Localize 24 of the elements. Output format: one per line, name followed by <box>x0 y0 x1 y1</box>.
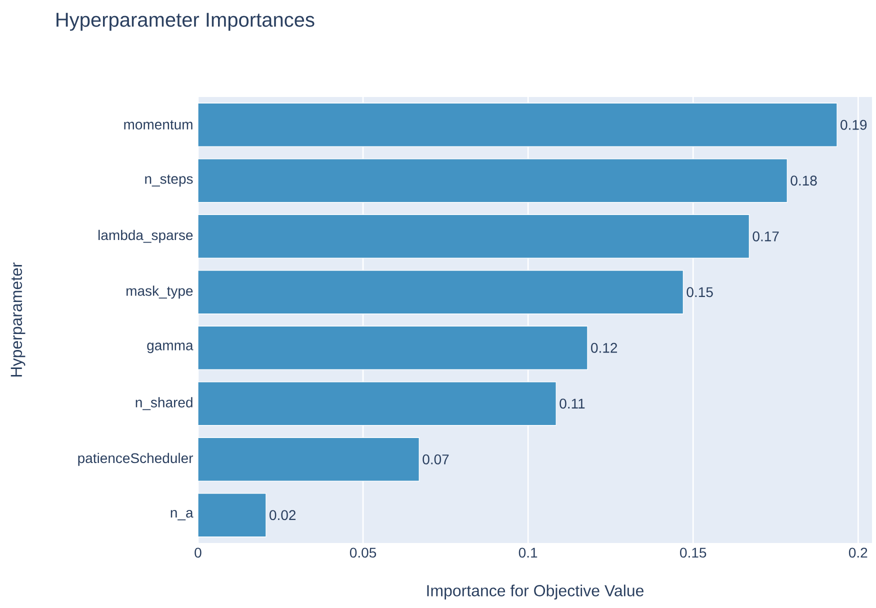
y-axis-title: Hyperparameter <box>10 262 26 376</box>
x-axis-title: Importance for Objective Value <box>427 584 644 600</box>
data-label: 0.02 <box>270 510 296 520</box>
x-tick-label: 0.05 <box>350 548 376 558</box>
y-tick-label: momentum <box>124 120 192 130</box>
y-tick-label: lambda_sparse <box>98 230 193 243</box>
y-tick-label: patienceScheduler <box>78 452 194 466</box>
y-tick-label: gamma <box>147 342 194 354</box>
chart-title: Hyperparameter Importances <box>56 12 314 31</box>
y-tick-label: n_shared <box>136 397 192 410</box>
data-label: 0.18 <box>790 176 817 186</box>
y-tick-label: n_a <box>170 510 194 520</box>
data-label: 0.19 <box>840 120 867 130</box>
x-tick-label: 0 <box>194 548 202 558</box>
x-tick-label: 0.15 <box>680 548 706 558</box>
data-label: 0.17 <box>752 231 779 242</box>
y-tick-label: mask_type <box>126 286 193 299</box>
x-tick-label: 0.1 <box>518 548 538 558</box>
data-label: 0.07 <box>422 454 449 464</box>
data-label: 0.12 <box>591 342 618 353</box>
y-tick-label: n_steps <box>145 174 193 187</box>
data-label: 0.15 <box>686 287 713 298</box>
data-label: 0.11 <box>560 398 585 409</box>
x-tick-label: 0.2 <box>848 548 868 558</box>
